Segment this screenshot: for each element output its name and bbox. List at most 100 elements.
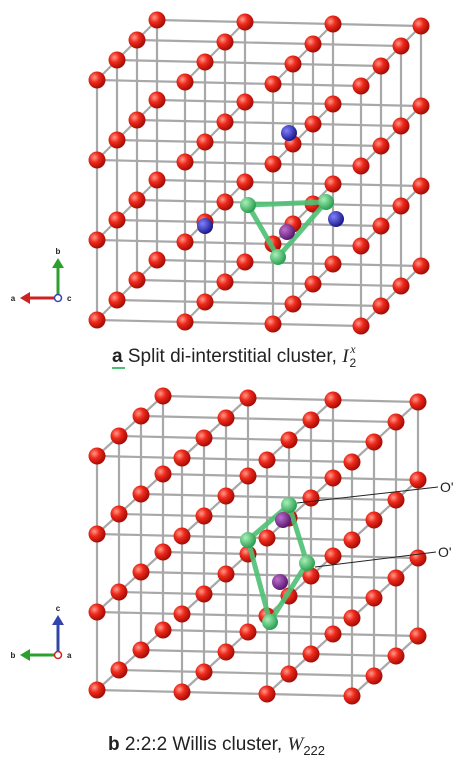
bond bbox=[116, 58, 206, 64]
caption-text: Split di-interstitial cluster, bbox=[128, 346, 337, 367]
bond bbox=[312, 122, 402, 128]
atom bbox=[365, 589, 383, 607]
atom bbox=[304, 275, 322, 293]
atom bbox=[176, 153, 194, 171]
atom bbox=[88, 311, 106, 329]
atom bbox=[110, 427, 128, 445]
atom bbox=[258, 529, 276, 547]
atom bbox=[108, 291, 126, 309]
axis-label: a bbox=[11, 294, 16, 303]
axes-a: b a c bbox=[11, 247, 72, 304]
bond bbox=[136, 278, 226, 284]
atom bbox=[258, 685, 276, 703]
bond bbox=[224, 280, 314, 286]
bond bbox=[203, 436, 290, 442]
atom bbox=[110, 661, 128, 679]
bond bbox=[116, 218, 206, 224]
atom bbox=[128, 31, 146, 49]
atom bbox=[352, 157, 370, 175]
atom bbox=[258, 451, 276, 469]
lattice-b bbox=[88, 387, 427, 705]
atom bbox=[387, 647, 405, 665]
bond bbox=[272, 82, 362, 88]
bond bbox=[162, 550, 249, 556]
atom bbox=[132, 485, 150, 503]
atom bbox=[195, 585, 213, 603]
atom bbox=[343, 609, 361, 627]
bond bbox=[272, 322, 362, 328]
atom bbox=[264, 315, 282, 333]
atom bbox=[352, 77, 370, 95]
atom bbox=[108, 51, 126, 69]
atom bbox=[132, 407, 150, 425]
bond bbox=[292, 142, 382, 148]
atom bbox=[173, 605, 191, 623]
symbol-sub: 222 bbox=[303, 743, 325, 758]
lattice-a bbox=[88, 11, 430, 335]
bond bbox=[96, 158, 186, 164]
atom bbox=[216, 33, 234, 51]
bond bbox=[288, 672, 375, 678]
bond bbox=[184, 320, 274, 326]
bond bbox=[312, 282, 402, 288]
bond bbox=[140, 414, 227, 420]
bond bbox=[204, 60, 294, 66]
bond bbox=[292, 62, 382, 68]
bond bbox=[96, 318, 186, 324]
atom bbox=[196, 293, 214, 311]
bond bbox=[244, 260, 334, 266]
atom bbox=[372, 57, 390, 75]
bond bbox=[310, 418, 397, 424]
atom bbox=[343, 453, 361, 471]
atom bbox=[409, 471, 427, 489]
atom bbox=[176, 73, 194, 91]
bond bbox=[156, 178, 246, 184]
atom bbox=[217, 487, 235, 505]
bond bbox=[116, 298, 206, 304]
atom bbox=[387, 491, 405, 509]
bond bbox=[96, 610, 183, 616]
panel-label: b bbox=[108, 734, 120, 755]
atom bbox=[324, 391, 342, 409]
symbol-sup: x bbox=[349, 342, 356, 356]
atom bbox=[372, 137, 390, 155]
atom bbox=[409, 549, 427, 567]
atom bbox=[304, 35, 322, 53]
bond bbox=[140, 570, 227, 576]
atom bbox=[280, 665, 298, 683]
atom bbox=[236, 173, 254, 191]
atom bbox=[236, 13, 254, 31]
bond bbox=[181, 456, 268, 462]
bond bbox=[244, 100, 334, 106]
axes-b: c b a bbox=[11, 604, 72, 661]
atom bbox=[196, 53, 214, 71]
atom bbox=[217, 409, 235, 427]
bond bbox=[118, 668, 205, 674]
bond bbox=[136, 198, 226, 204]
bond bbox=[203, 670, 290, 676]
atom bbox=[324, 255, 342, 273]
bond bbox=[225, 416, 312, 422]
caption: a Split di-interstitial cluster, I2x bbox=[112, 342, 357, 370]
bond bbox=[136, 118, 226, 124]
bond bbox=[332, 182, 422, 188]
atom bbox=[132, 641, 150, 659]
atom bbox=[372, 217, 390, 235]
atom bbox=[239, 623, 257, 641]
atom bbox=[280, 431, 298, 449]
atom bbox=[324, 95, 342, 113]
atom bbox=[352, 317, 370, 335]
atom bbox=[128, 191, 146, 209]
bond bbox=[140, 492, 227, 498]
atom bbox=[132, 563, 150, 581]
atom bbox=[239, 467, 257, 485]
atom bbox=[88, 525, 106, 543]
bond bbox=[118, 512, 205, 518]
atom bbox=[372, 297, 390, 315]
bond bbox=[204, 220, 294, 226]
atom bbox=[387, 413, 405, 431]
atom bbox=[264, 75, 282, 93]
atom bbox=[173, 527, 191, 545]
atom bbox=[264, 155, 282, 173]
bond bbox=[332, 22, 422, 28]
